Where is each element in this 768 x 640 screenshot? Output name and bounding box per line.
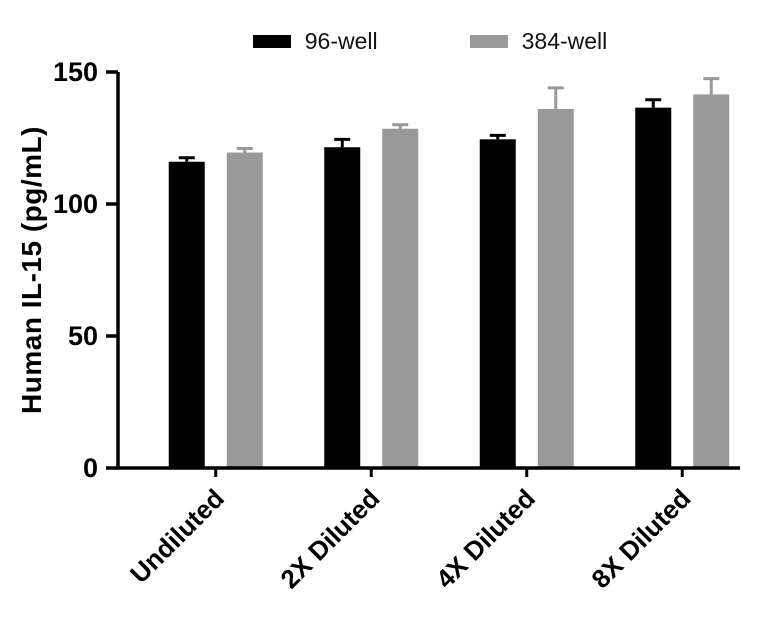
legend-item-96-well: 96-well [252, 28, 378, 55]
y-tick-label: 150 [53, 57, 98, 87]
legend-swatch-384-well [469, 35, 508, 48]
x-category-label: 4X Diluted [430, 483, 541, 594]
legend-label-96-well: 96-well [304, 28, 378, 54]
y-tick-label: 50 [68, 321, 98, 351]
bar-384-well-8x-diluted [693, 94, 730, 468]
bar-96-well-4x-diluted [479, 139, 516, 468]
x-category-label: 2X Diluted [274, 483, 385, 594]
y-tick-label: 0 [83, 453, 98, 483]
legend: 96-well 384-well [115, 28, 745, 55]
bar-384-well-2x-diluted [382, 128, 419, 468]
bar-96-well-8x-diluted [635, 107, 672, 468]
y-tick-label: 100 [53, 189, 98, 219]
x-category-label: Undiluted [124, 483, 230, 589]
legend-swatch-96-well [252, 35, 291, 48]
legend-label-384-well: 384-well [521, 28, 608, 54]
bar-384-well-4x-diluted [537, 108, 574, 469]
x-category-label: 8X Diluted [585, 483, 696, 594]
bar-384-well-undiluted [226, 152, 263, 468]
bar-96-well-undiluted [168, 161, 205, 468]
bar-96-well-2x-diluted [324, 147, 361, 469]
legend-item-384-well: 384-well [469, 28, 608, 55]
